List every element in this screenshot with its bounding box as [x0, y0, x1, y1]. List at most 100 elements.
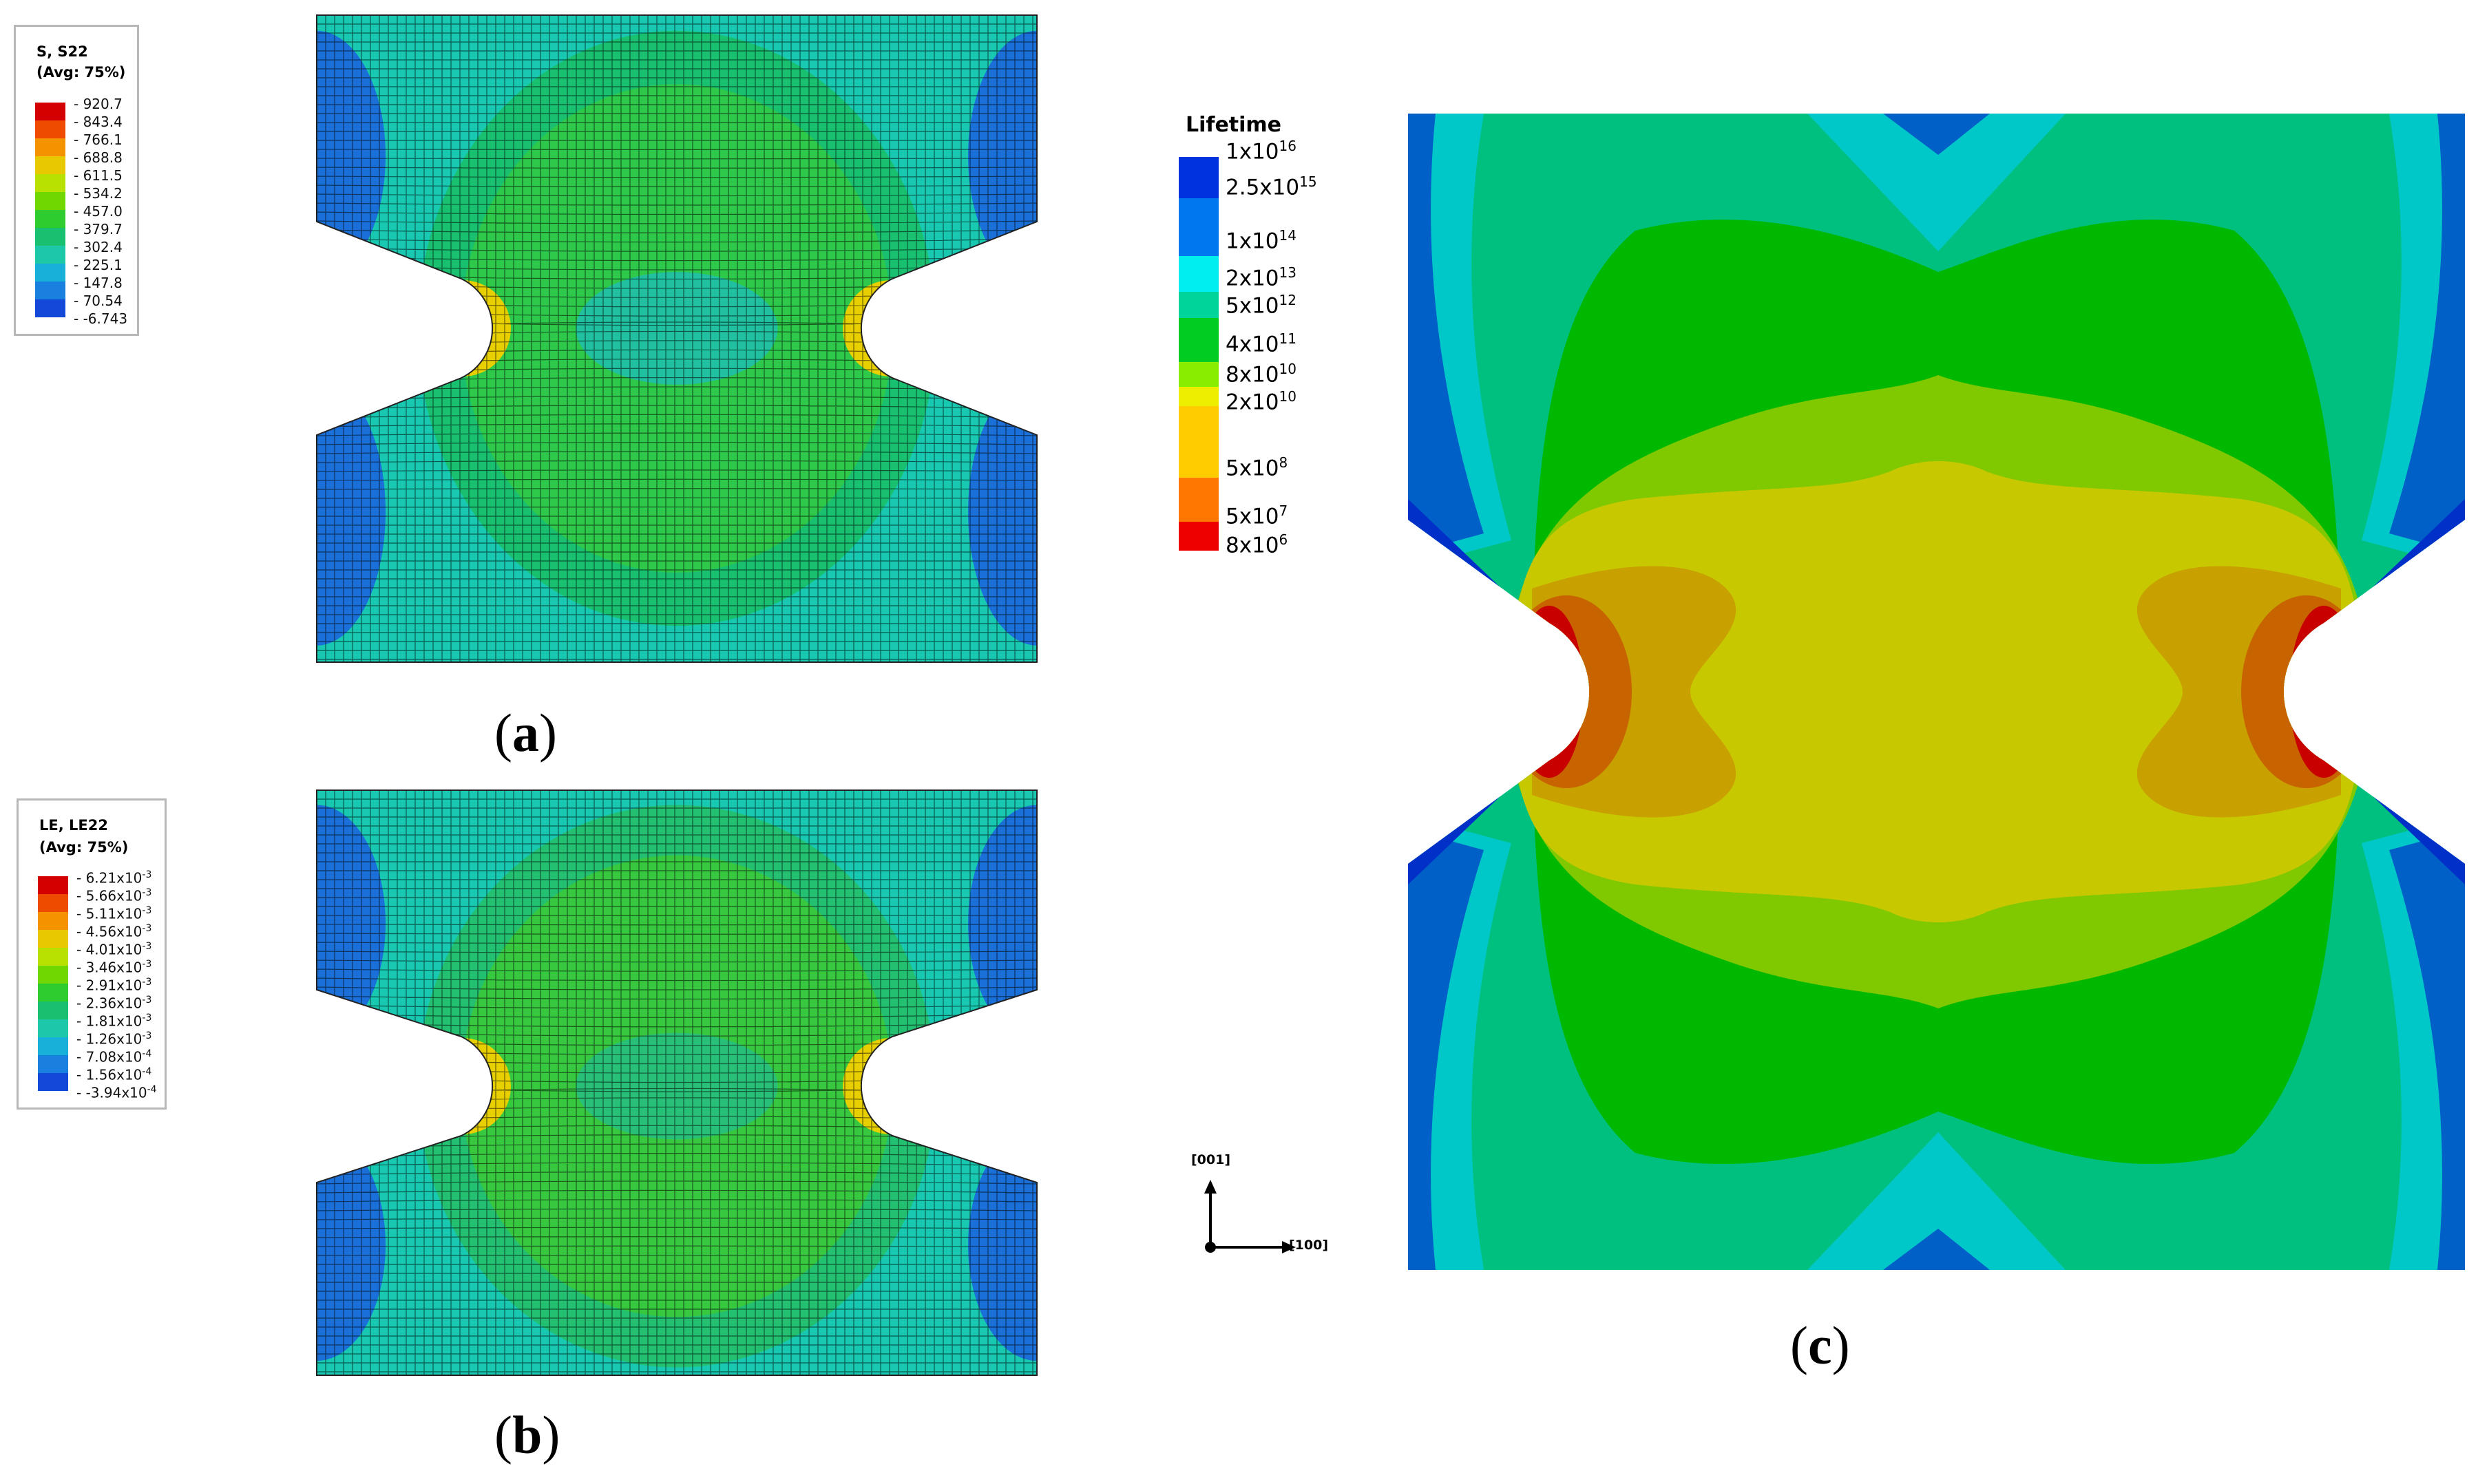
lifetime-band	[1179, 406, 1219, 478]
legend-a-value: - 843.4	[74, 114, 123, 130]
legend-a-colorbar	[35, 103, 65, 317]
legend-b-title-2: (Avg: 75%)	[39, 839, 129, 856]
contour-region	[576, 272, 778, 385]
lifetime-band	[1179, 256, 1219, 292]
lifetime-band	[1179, 198, 1219, 256]
lifetime-band	[1179, 362, 1219, 387]
legend-b-value: - 7.08x10-4	[76, 1048, 152, 1066]
region-blue	[2389, 114, 2465, 1270]
legend-a-band	[35, 103, 65, 120]
legend-b-band	[38, 1055, 68, 1073]
legend-b-band	[38, 1001, 68, 1019]
lifetime-band	[1179, 157, 1219, 198]
legend-b-value: - -3.94x10-4	[76, 1084, 157, 1101]
legend-a-band	[35, 120, 65, 138]
lifetime-band	[1179, 292, 1219, 318]
lifetime-contour-c	[1408, 114, 2465, 1270]
legend-a: S, S22 (Avg: 75%) - 920.7- 843.4- 766.1-…	[14, 25, 139, 336]
legend-a-band	[35, 192, 65, 210]
legend-b-value: - 1.56x10-4	[76, 1066, 152, 1083]
legend-b-band	[38, 966, 68, 984]
lifetime-label: 2x1010	[1226, 388, 1296, 415]
legend-b-band	[38, 1073, 68, 1091]
contour-region	[437, 1053, 489, 1119]
lifetime-label: 1x1016	[1226, 138, 1296, 165]
contour-region	[414, 1038, 511, 1134]
legend-b-value: - 2.91x10-3	[76, 977, 152, 994]
legend-b-value: - 5.11x10-3	[76, 905, 152, 922]
contour-region	[968, 30, 1037, 282]
legend-b-band	[38, 948, 68, 966]
lifetime-label: 8x1010	[1226, 361, 1296, 388]
legend-a-band	[35, 210, 65, 228]
contour-region	[865, 1053, 917, 1119]
legend-a-band	[35, 246, 65, 264]
legend-a-value: - 766.1	[74, 131, 123, 148]
legend-a-value: - 379.7	[74, 221, 123, 237]
legend-b-value: - 1.81x10-3	[76, 1013, 152, 1030]
lifetime-legend-title: Lifetime	[1186, 113, 1282, 137]
panel-label-b: (b)	[494, 1405, 560, 1465]
region-red	[2289, 606, 2358, 778]
legend-a-value: - 611.5	[74, 167, 123, 184]
lifetime-label: 2x1013	[1226, 264, 1296, 291]
specimen-outline	[316, 14, 1038, 663]
legend-b: LE, LE22 (Avg: 75%) - 6.21x10-3- 5.66x10…	[17, 798, 167, 1110]
legend-b-colorbar	[38, 876, 68, 1091]
axes-indicator	[1204, 1180, 1296, 1253]
legend-b-band	[38, 984, 68, 1001]
legend-a-value: - 688.8	[74, 149, 123, 166]
legend-a-band	[35, 228, 65, 246]
lifetime-label: 8x106	[1226, 531, 1288, 558]
contour-region	[449, 306, 476, 350]
lifetime-label: 5x1012	[1226, 292, 1296, 319]
region-blue	[1408, 114, 1484, 1270]
lifetime-band	[1179, 387, 1219, 406]
axis-label-100: [100]	[1289, 1238, 1329, 1253]
panel-label-a: (a)	[494, 703, 557, 763]
contour-region	[317, 1130, 386, 1361]
region-red	[1515, 606, 1584, 778]
legend-a-value: - 457.0	[74, 203, 123, 220]
region-olive-yellow	[1511, 461, 2362, 922]
legend-a-band	[35, 138, 65, 156]
contour-region	[317, 30, 386, 282]
legend-b-title-1: LE, LE22	[39, 817, 108, 834]
legend-a-value: - 70.54	[74, 293, 123, 309]
legend-a-title-1: S, S22	[36, 43, 88, 60]
contour-region	[317, 805, 386, 1042]
legend-b-value: - 4.56x10-3	[76, 923, 152, 940]
contour-region	[865, 295, 917, 361]
lifetime-band	[1179, 318, 1219, 362]
contour-region	[968, 1130, 1037, 1361]
legend-b-band	[38, 912, 68, 930]
legend-a-band	[35, 299, 65, 317]
legend-b-band	[38, 930, 68, 948]
legend-a-value: - 225.1	[74, 257, 123, 273]
legend-b-value: - 5.66x10-3	[76, 887, 152, 904]
contour-region	[414, 280, 511, 377]
lifetime-label: 5x108	[1226, 454, 1288, 481]
lifetime-colorbar	[1179, 157, 1219, 551]
legend-a-value: - 147.8	[74, 275, 123, 291]
lifetime-band	[1179, 478, 1219, 522]
legend-a-band	[35, 282, 65, 299]
lifetime-label: 5x107	[1226, 502, 1288, 529]
legend-b-band	[38, 1019, 68, 1037]
contour-region	[576, 1032, 778, 1140]
legend-a-band	[35, 174, 65, 192]
legend-b-band	[38, 1037, 68, 1055]
panel-label-c: (c)	[1790, 1315, 1850, 1375]
lifetime-label: 4x1011	[1226, 330, 1296, 357]
legend-a-value: - -6.743	[74, 310, 128, 327]
contour-region	[877, 306, 905, 350]
mesh-contour-a	[316, 14, 1038, 663]
contour-region	[877, 1064, 905, 1108]
legend-a-value: - 534.2	[74, 185, 123, 202]
legend-b-value: - 2.36x10-3	[76, 995, 152, 1012]
lifetime-label: 2.5x1015	[1226, 173, 1317, 200]
lifetime-label: 1x1014	[1226, 227, 1296, 254]
contour-region	[449, 1064, 476, 1108]
legend-b-band	[38, 876, 68, 894]
legend-b-value: - 3.46x10-3	[76, 959, 152, 976]
